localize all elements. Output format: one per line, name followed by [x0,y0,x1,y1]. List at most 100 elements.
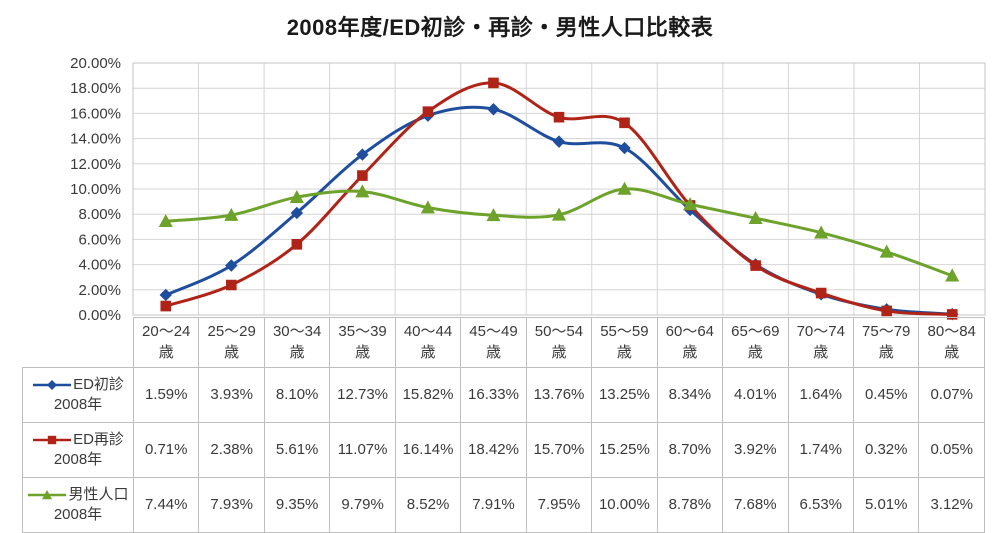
chart-title: 2008年度/ED初診・再診・男性人口比較表 [286,15,714,40]
data-table: 20〜24 歳 25〜29 歳 30〜34 歳 35〜39 歳 40〜44 歳 45〜49 歳 50〜5… [22,317,985,533]
category-unit-text: 歳 [747,343,763,361]
x-axis-category-label: 40〜44 歳 [394,317,462,368]
y-axis-tick-label: 6.00% [78,231,121,248]
legend-diamond-key-icon [33,379,72,390]
table-value-cell: 3.92% [722,422,789,478]
table-value-cell: 13.25% [591,367,658,423]
y-axis-tick-label: 0.00% [78,307,121,324]
table-value-cell: 11.07% [329,422,396,478]
triangle-marker-icon [355,184,370,198]
triangle-marker-icon [551,207,567,221]
table-value-cell: 9.79% [329,477,396,533]
diamond-marker-icon [552,135,566,148]
table-value-cell: 8.34% [656,367,724,423]
category-range-text: 75〜79 [862,323,911,341]
legend-entry: ED再診 2008年 [24,430,133,471]
series-name-text: ED初診 [73,375,124,393]
y-axis-tick-label: 16.00% [70,105,121,122]
series-line-2 [164,187,954,278]
y-axis-tick-label: 10.00% [70,181,121,198]
category-unit-text: 歳 [878,343,894,361]
table-value-cell: 6.53% [787,477,854,533]
table-value-cell: 16.14% [394,422,462,478]
legend-entry: ED初診 2008年 [24,375,133,416]
triangle-marker-icon [224,207,239,221]
square-marker-icon [488,77,499,89]
x-axis-category-label: 25〜29 歳 [198,317,265,368]
triangle-marker-icon [683,197,698,211]
category-unit-text: 歳 [420,343,436,361]
triangle-marker-icon [420,200,435,214]
category-range-text: 20〜24 [142,323,191,341]
table-value-cell: 13.76% [525,367,593,423]
plot-border [132,62,986,316]
y-axis-tick-label: 4.00% [78,257,121,274]
y-axis-tick-label: 8.00% [78,206,121,223]
x-axis-category-label: 50〜54 歳 [525,317,593,368]
triangle-marker-icon [945,268,960,282]
y-axis-tick-label: 2.00% [78,282,121,299]
y-axis-tick-label: 18.00% [70,80,121,97]
square-marker-icon [357,170,368,181]
table-value-cell: 7.95% [525,477,593,533]
table-value-cell: 5.01% [852,477,920,533]
x-axis-category-label: 45〜49 歳 [460,317,527,368]
diamond-marker-icon [356,148,369,161]
table-value-cell: 10.00% [591,477,658,533]
x-axis-category-label: 65〜69 歳 [722,317,789,368]
square-marker-icon [160,300,172,312]
square-marker-icon [881,305,892,317]
table-row-series-0: ED初診 2008年 1.59% 3.93% 8.10% 12.73% 15.82% 16.3… [22,367,985,423]
table-value-cell: 0.32% [852,422,920,478]
series-year-text: 2008年 [53,451,103,468]
category-range-text: 35〜39 [338,323,387,341]
category-range-text: 45〜49 [469,323,518,341]
category-range-text: 40〜44 [403,323,453,341]
diamond-marker-icon [47,379,58,390]
table-value-cell: 0.45% [852,367,920,423]
square-marker-icon [422,106,434,117]
category-unit-text: 歳 [682,343,698,361]
table-value-cell: 1.74% [787,422,854,478]
table-value-cell: 8.78% [656,477,724,533]
table-value-cell: 15.82% [394,367,462,423]
legend-key-line: ED初診 [32,375,124,395]
diamond-marker-icon [487,103,500,116]
table-row-series-2: 男性人口 2008年 7.44% 7.93% 9.35% 9.79% 8.52% 7.91% 7… [22,477,985,533]
category-unit-text: 歳 [158,343,174,361]
category-range-text: 65〜69 [731,323,780,341]
category-unit-text: 歳 [944,343,960,361]
category-unit-text: 歳 [485,343,501,361]
table-value-cell: 7.44% [132,477,200,533]
category-unit-text: 歳 [551,343,567,361]
x-axis-category-label: 75〜79 歳 [852,317,920,368]
square-marker-icon [291,239,303,250]
legend-key-line: 男性人口 [27,485,129,505]
square-marker-icon [815,287,827,299]
category-header-row: 20〜24 歳 25〜29 歳 30〜34 歳 35〜39 歳 40〜44 歳 45〜49 歳 50〜5… [23,317,985,368]
triangle-marker-icon [158,214,173,228]
table-value-cell: 18.42% [460,422,527,478]
diamond-marker-icon [225,259,238,272]
category-unit-text: 歳 [813,343,829,361]
category-range-text: 60〜64 [665,323,715,341]
legend-cell: 男性人口 2008年 [22,477,134,533]
table-value-cell: 15.25% [591,422,658,478]
series-name-text: ED再診 [73,430,124,448]
series-year-text: 2008年 [53,506,103,523]
square-marker-icon [553,111,565,123]
diamond-marker-icon [618,141,631,155]
x-axis-category-label: 20〜24 歳 [132,317,200,368]
x-axis-category-label: 35〜39 歳 [329,317,396,368]
legend-square-key-icon [33,435,72,445]
square-marker-icon [619,117,630,129]
triangle-marker-icon [42,489,53,500]
triangle-marker-icon [617,181,632,195]
table-value-cell: 15.70% [525,422,593,478]
y-axis-tick-label: 12.00% [70,156,121,173]
table-value-cell: 1.59% [132,367,200,423]
table-value-cell: 2.38% [198,422,265,478]
x-axis-category-label: 30〜34 歳 [263,317,331,368]
table-value-cell: 9.35% [263,477,331,533]
